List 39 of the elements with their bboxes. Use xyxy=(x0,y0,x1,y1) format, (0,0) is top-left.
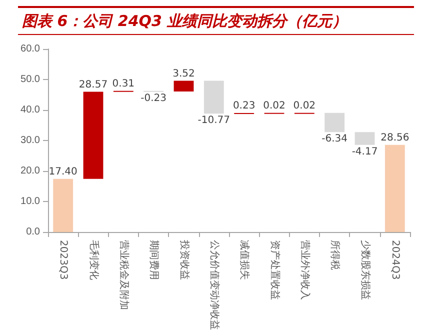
bar xyxy=(204,80,224,114)
x-tick-label: 所得税 xyxy=(329,240,342,270)
data-label: 28.57 xyxy=(78,79,108,90)
x-tick-label: 2023Q3 xyxy=(58,240,69,280)
y-tick-label: 20.0 xyxy=(20,166,40,176)
x-tick-label: 资产处置收益 xyxy=(268,240,281,300)
data-label: -4.17 xyxy=(352,146,378,158)
bar xyxy=(174,80,194,92)
chart-title: 图表 6：公司 24Q3 业绩同比变动拆分（亿元） xyxy=(18,6,414,35)
data-label: 17.40 xyxy=(48,166,78,178)
data-label: 28.56 xyxy=(380,132,410,144)
bar xyxy=(324,112,345,132)
data-label: 0.02 xyxy=(263,100,286,112)
x-tick-label: 毛利变化 xyxy=(88,240,100,280)
y-tick-label: 50.0 xyxy=(20,74,40,85)
x-tick-label: 2024Q3 xyxy=(389,240,400,280)
x-tick-label: 期间费用 xyxy=(148,240,160,280)
data-label: 3.52 xyxy=(172,68,195,80)
data-label: -6.34 xyxy=(322,134,348,145)
y-tick-label: 60.0 xyxy=(20,44,40,54)
data-label: -0.23 xyxy=(140,93,167,104)
x-tick-label: 少数股东损益 xyxy=(359,240,372,300)
x-tick-label: 营业税金及附加 xyxy=(118,240,130,310)
x-tick-label: 投资收益 xyxy=(178,239,190,280)
x-tick-label: 营业外净收入 xyxy=(298,240,311,300)
y-tick-label: 10.0 xyxy=(20,196,40,207)
y-tick-label: 0.0 xyxy=(26,226,40,238)
y-tick-label: 40.0 xyxy=(20,104,40,116)
data-label: 0.02 xyxy=(293,100,316,112)
data-label: 0.31 xyxy=(112,78,135,90)
bar xyxy=(83,92,104,179)
data-label: -10.77 xyxy=(198,115,230,126)
x-tick-label: 减值损失 xyxy=(238,240,251,280)
bar xyxy=(354,132,375,145)
bar xyxy=(53,178,74,232)
bar xyxy=(384,144,405,232)
data-label: 0.23 xyxy=(232,100,256,112)
x-tick-label: 公允价值变动净收益 xyxy=(208,240,220,330)
y-tick-label: 30.0 xyxy=(20,135,40,146)
